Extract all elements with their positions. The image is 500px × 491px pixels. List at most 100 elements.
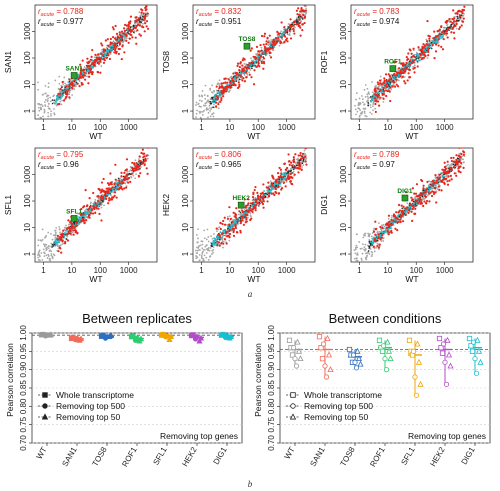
point xyxy=(97,53,100,56)
point xyxy=(131,36,134,39)
point xyxy=(64,89,67,92)
point xyxy=(63,232,66,234)
point xyxy=(142,161,145,164)
point xyxy=(225,223,228,226)
point xyxy=(224,85,227,89)
point xyxy=(397,75,400,77)
point xyxy=(228,89,231,92)
point xyxy=(133,169,136,172)
point xyxy=(114,44,117,47)
point xyxy=(294,26,296,29)
point xyxy=(300,15,303,19)
point xyxy=(51,243,54,246)
point xyxy=(286,28,289,32)
point xyxy=(354,118,357,119)
point xyxy=(225,242,228,245)
point xyxy=(135,25,138,28)
point xyxy=(98,212,101,215)
point xyxy=(445,29,448,32)
point xyxy=(196,241,199,244)
y-tick-label: 1000 xyxy=(23,165,32,183)
point xyxy=(401,75,404,79)
point xyxy=(38,250,40,253)
point xyxy=(60,96,63,99)
point xyxy=(41,238,44,241)
point xyxy=(84,209,87,212)
point xyxy=(83,68,86,71)
point xyxy=(227,78,230,81)
point xyxy=(105,194,108,197)
point xyxy=(288,163,291,166)
point xyxy=(58,82,61,85)
point xyxy=(66,233,69,236)
point xyxy=(201,247,204,250)
point xyxy=(113,183,116,186)
y-tick-label: 1 xyxy=(23,251,32,256)
point xyxy=(79,213,82,216)
point xyxy=(139,34,143,37)
point xyxy=(83,74,86,77)
point xyxy=(139,166,142,168)
point xyxy=(428,39,431,42)
point xyxy=(359,102,362,105)
point xyxy=(383,81,386,84)
point xyxy=(119,35,123,38)
point xyxy=(292,168,295,170)
point xyxy=(54,231,57,234)
point xyxy=(79,63,82,66)
point xyxy=(135,173,137,176)
point xyxy=(302,9,306,13)
point xyxy=(92,66,94,69)
point xyxy=(357,104,360,107)
point xyxy=(127,41,130,44)
point xyxy=(66,239,69,242)
point xyxy=(231,223,234,226)
point xyxy=(236,223,239,225)
point xyxy=(200,255,203,257)
point xyxy=(140,151,143,155)
point xyxy=(37,273,39,275)
point xyxy=(450,17,452,20)
point xyxy=(87,64,91,68)
point xyxy=(99,198,103,201)
x-tick-label: 10 xyxy=(383,123,392,132)
point xyxy=(283,28,285,31)
point xyxy=(47,86,50,88)
point xyxy=(196,109,198,112)
point xyxy=(270,192,273,195)
point xyxy=(277,37,280,40)
point xyxy=(385,83,388,86)
point xyxy=(80,215,83,218)
point xyxy=(217,101,220,104)
point xyxy=(197,118,200,119)
point xyxy=(123,32,126,35)
point xyxy=(419,49,422,52)
point xyxy=(232,211,235,214)
point xyxy=(73,88,76,91)
point xyxy=(403,80,406,83)
point xyxy=(116,188,119,191)
point xyxy=(52,108,55,110)
point xyxy=(263,32,267,35)
point xyxy=(79,75,82,79)
x-tick-label: 100 xyxy=(94,123,108,132)
point xyxy=(62,234,65,237)
point xyxy=(209,98,212,101)
point xyxy=(214,242,217,245)
point xyxy=(428,37,431,40)
point xyxy=(40,117,43,119)
point xyxy=(259,196,263,199)
point xyxy=(216,83,219,86)
point xyxy=(137,17,141,20)
point xyxy=(210,102,213,105)
point xyxy=(136,19,139,22)
point xyxy=(210,91,213,94)
point xyxy=(283,26,286,29)
point xyxy=(250,47,253,50)
point xyxy=(139,21,141,23)
point xyxy=(300,159,302,162)
point xyxy=(88,216,91,219)
point xyxy=(218,87,221,90)
point xyxy=(54,234,56,237)
